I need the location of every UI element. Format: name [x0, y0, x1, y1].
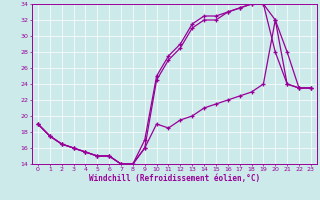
X-axis label: Windchill (Refroidissement éolien,°C): Windchill (Refroidissement éolien,°C)	[89, 174, 260, 183]
